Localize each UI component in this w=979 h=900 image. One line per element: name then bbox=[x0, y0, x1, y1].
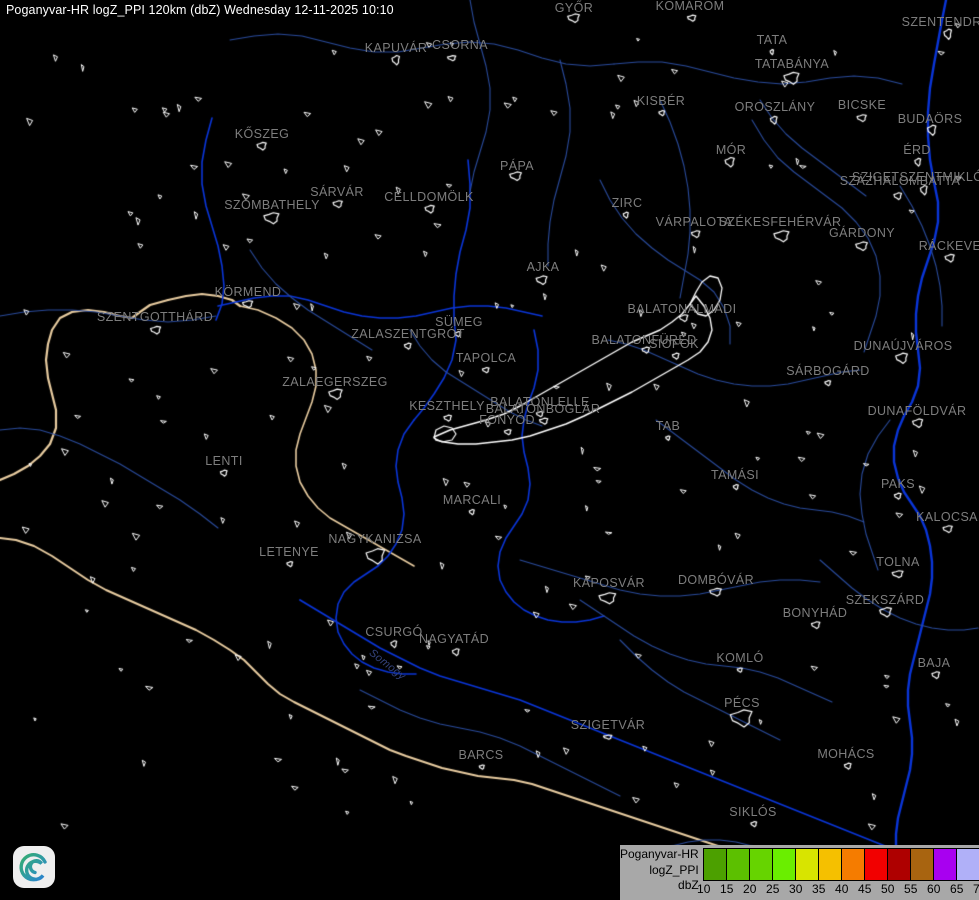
legend-swatch-65-70 bbox=[956, 849, 979, 880]
legend-caption-site: Poganyvar-HR bbox=[620, 847, 699, 861]
legend-swatch-50-55 bbox=[887, 849, 911, 880]
legend-scale: 10 15 20 25 30 35 40 45 50 55 60 65 70 bbox=[697, 848, 979, 900]
legend-tick-70: 70 bbox=[973, 882, 979, 896]
legend-tick-40: 40 bbox=[835, 882, 849, 896]
legend-swatch-55-60 bbox=[910, 849, 934, 880]
legend-swatch-strip bbox=[702, 848, 979, 881]
color-scale-legend: Poganyvar-HR logZ_PPI dbZ 10 15 20 25 30 35 40… bbox=[620, 845, 979, 900]
legend-swatch-10-15 bbox=[703, 849, 727, 880]
legend-tick-35: 35 bbox=[812, 882, 826, 896]
legend-tick-60: 60 bbox=[927, 882, 941, 896]
legend-swatch-20-25 bbox=[749, 849, 773, 880]
legend-tick-strip: 10 15 20 25 30 35 40 45 50 55 60 65 70 bbox=[697, 882, 979, 900]
page-title: Poganyvar-HR logZ_PPI 120km (dbZ) Wednes… bbox=[6, 3, 394, 17]
legend-caption-product: logZ_PPI bbox=[649, 862, 699, 877]
spiral-logo bbox=[12, 845, 56, 889]
legend-swatch-60-65 bbox=[933, 849, 957, 880]
legend-tick-50: 50 bbox=[881, 882, 895, 896]
legend-swatch-35-40 bbox=[818, 849, 842, 880]
legend-swatch-25-30 bbox=[772, 849, 796, 880]
legend-swatch-40-45 bbox=[841, 849, 865, 880]
legend-caption-unit: dbZ bbox=[678, 878, 699, 892]
legend-tick-30: 30 bbox=[789, 882, 803, 896]
legend-tick-45: 45 bbox=[858, 882, 872, 896]
legend-tick-65: 65 bbox=[950, 882, 964, 896]
legend-swatch-45-50 bbox=[864, 849, 888, 880]
legend-tick-10: 10 bbox=[697, 882, 711, 896]
legend-tick-20: 20 bbox=[743, 882, 757, 896]
legend-tick-15: 15 bbox=[720, 882, 734, 896]
legend-caption: Poganyvar-HR logZ_PPI dbZ bbox=[620, 845, 703, 894]
spiral-logo-icon bbox=[13, 846, 55, 888]
legend-tick-25: 25 bbox=[766, 882, 780, 896]
legend-tick-55: 55 bbox=[904, 882, 918, 896]
legend-swatch-30-35 bbox=[795, 849, 819, 880]
legend-swatch-15-20 bbox=[726, 849, 750, 880]
